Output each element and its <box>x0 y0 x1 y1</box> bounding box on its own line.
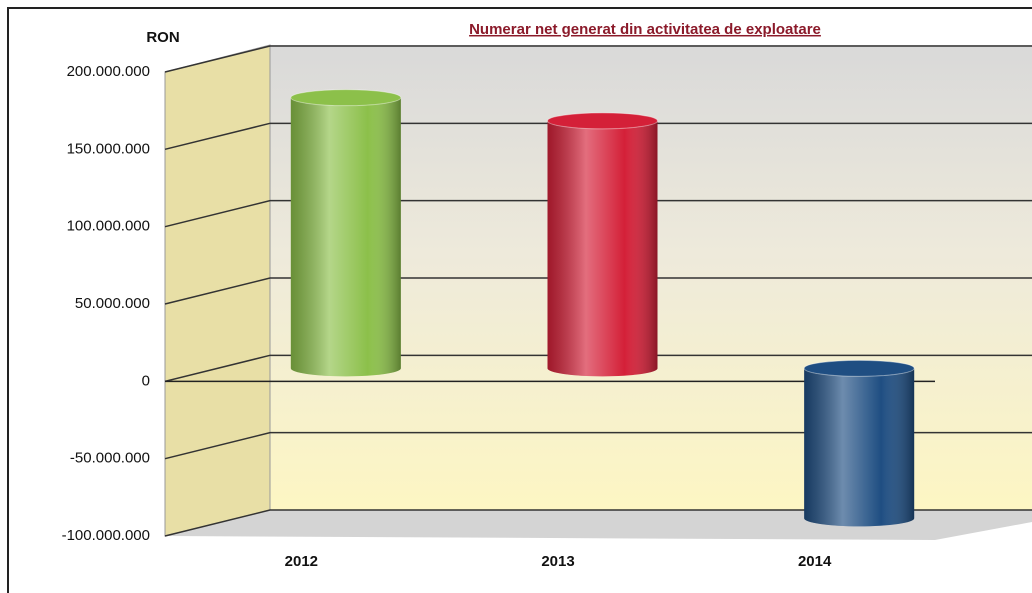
frame <box>7 7 1032 593</box>
y-tick-label: -100.000.000 <box>62 527 150 544</box>
y-tick-label: 50.000.000 <box>75 295 150 312</box>
grid-line <box>164 509 1032 537</box>
x-tick-label: 2013 <box>541 553 574 570</box>
plot: -100.000.000 -50.000.000 0 50.000.000 100.00… <box>62 45 1032 570</box>
y-tick-label: 0 <box>142 372 150 389</box>
cylinder-cap <box>547 112 658 130</box>
y-tick-label: 200.000.000 <box>67 63 150 80</box>
y-axis-label: RON <box>146 29 179 46</box>
cylinder-shade <box>290 97 401 377</box>
grid-line <box>164 354 1032 383</box>
chart-title: Numerar net generat din activitatea de e… <box>469 21 821 38</box>
grid-line <box>164 431 1032 460</box>
x-tick-label: 2012 <box>285 553 318 570</box>
grid-line <box>164 199 1032 228</box>
cylinder-cap <box>803 359 915 377</box>
cylinder-cap <box>290 89 402 107</box>
grid-line <box>164 277 1032 305</box>
y-tick-label: 150.000.000 <box>67 140 150 157</box>
cylinder-shade <box>547 120 658 377</box>
cylinder-shade <box>804 368 915 527</box>
grid-line <box>164 45 1032 73</box>
x-tick-label: 2014 <box>798 553 832 570</box>
y-tick-label: 100.000.000 <box>67 218 150 235</box>
grid-line <box>164 122 1032 151</box>
y-tick-label: -50.000.000 <box>70 450 150 467</box>
